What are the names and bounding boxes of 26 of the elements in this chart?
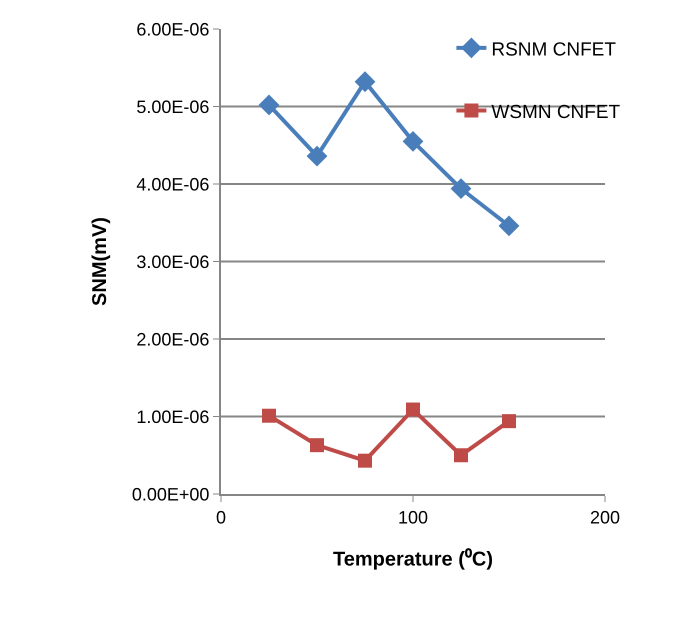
y-tick-label: 4.00E-06 xyxy=(136,174,210,194)
y-tick-label: 3.00E-06 xyxy=(136,252,210,272)
point xyxy=(502,414,516,428)
point xyxy=(306,146,328,166)
y-tick-label: 1.00E-06 xyxy=(136,406,210,427)
x-tick-label: 200 xyxy=(590,508,620,528)
y-tick-label: 0.00E+00 xyxy=(132,484,210,504)
point xyxy=(406,402,420,417)
point xyxy=(358,454,372,468)
x-axis-title: Temperature (⁰C) xyxy=(333,548,493,571)
legend-label: WSMN CNFET xyxy=(491,102,621,123)
point xyxy=(498,215,520,236)
point xyxy=(454,448,468,462)
y-tick-label: 5.00E-06 xyxy=(136,96,210,117)
point xyxy=(402,130,424,152)
x-tick-label: 0 xyxy=(216,508,226,528)
point xyxy=(354,71,376,92)
point xyxy=(262,408,276,423)
x-tick-label: 100 xyxy=(398,508,428,528)
point xyxy=(450,178,472,200)
point xyxy=(310,438,324,452)
y-tick-label: 2.00E-06 xyxy=(136,329,210,350)
y-tick-label: 6.00E-06 xyxy=(136,19,210,40)
y-axis-title: SNM(mV) xyxy=(88,217,111,306)
legend-label: RSNM CNFET xyxy=(491,39,616,60)
point xyxy=(258,94,280,116)
